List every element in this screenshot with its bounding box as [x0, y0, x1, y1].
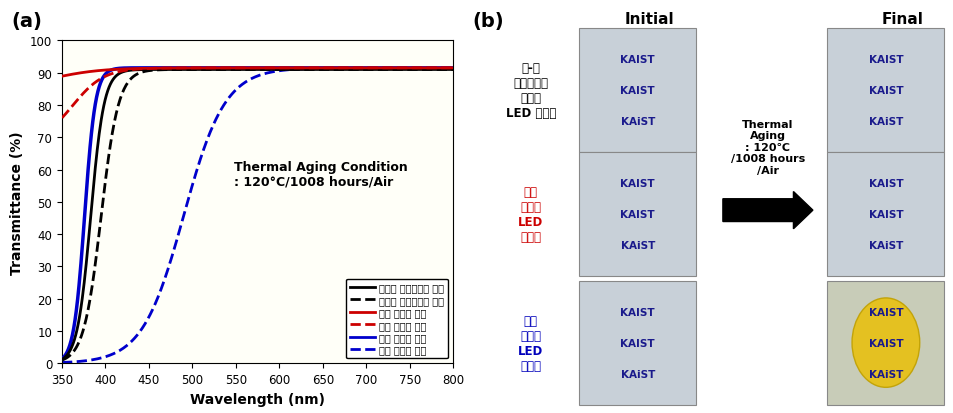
Text: KAIST: KAIST	[619, 86, 655, 96]
Text: KAIST: KAIST	[619, 179, 655, 189]
FancyBboxPatch shape	[578, 281, 696, 405]
Text: KAIST: KAIST	[619, 307, 655, 317]
X-axis label: Wavelength (nm): Wavelength (nm)	[190, 392, 325, 406]
Text: Final: Final	[882, 12, 923, 27]
Text: KAIST: KAIST	[867, 307, 902, 317]
Text: KAiST: KAiST	[868, 117, 902, 127]
Text: KAIST: KAIST	[619, 55, 655, 65]
Text: 상용
실리콘
LED
봉지재: 상용 실리콘 LED 봉지재	[517, 186, 543, 244]
FancyBboxPatch shape	[826, 281, 943, 405]
Text: Thermal Aging Condition
: 120°C/1008 hours/Air: Thermal Aging Condition : 120°C/1008 hou…	[233, 161, 408, 188]
Text: 상용
에폭시
LED
봉지재: 상용 에폭시 LED 봉지재	[517, 314, 543, 372]
Text: KAIST: KAIST	[867, 86, 902, 96]
Text: KAIST: KAIST	[867, 338, 902, 348]
Text: KAIST: KAIST	[867, 55, 902, 65]
Legend: 광경화 하이브리머 초기, 광경화 하이브리머 최종, 상용 실리콘 초기, 상용 실리콘 최종, 상용 에폭시 초기, 상용 에폭시 최종: 광경화 하이브리머 초기, 광경화 하이브리머 최종, 상용 실리콘 초기, 상…	[346, 279, 448, 358]
Text: KAiST: KAiST	[868, 369, 902, 379]
FancyBboxPatch shape	[578, 29, 696, 153]
Text: KAIST: KAIST	[619, 210, 655, 220]
Text: KAiST: KAiST	[619, 369, 655, 379]
Ellipse shape	[851, 298, 919, 387]
Text: (a): (a)	[11, 12, 42, 31]
FancyArrow shape	[722, 192, 812, 229]
Text: 솔-젬
하이브리드
광경화
LED 봉지재: 솔-젬 하이브리드 광경화 LED 봉지재	[505, 62, 556, 120]
Text: KAiST: KAiST	[868, 241, 902, 251]
Y-axis label: Transmittance (%): Transmittance (%)	[10, 131, 25, 274]
Text: (b): (b)	[472, 12, 503, 31]
Text: KAIST: KAIST	[867, 179, 902, 189]
Text: KAIST: KAIST	[619, 338, 655, 348]
Text: Initial: Initial	[624, 12, 674, 27]
Text: KAIST: KAIST	[867, 210, 902, 220]
FancyBboxPatch shape	[826, 153, 943, 277]
FancyBboxPatch shape	[826, 29, 943, 153]
FancyBboxPatch shape	[578, 153, 696, 277]
Text: Thermal
Aging
: 120℃
/1008 hours
/Air: Thermal Aging : 120℃ /1008 hours /Air	[730, 119, 804, 176]
Text: KAiST: KAiST	[619, 117, 655, 127]
Text: KAiST: KAiST	[619, 241, 655, 251]
